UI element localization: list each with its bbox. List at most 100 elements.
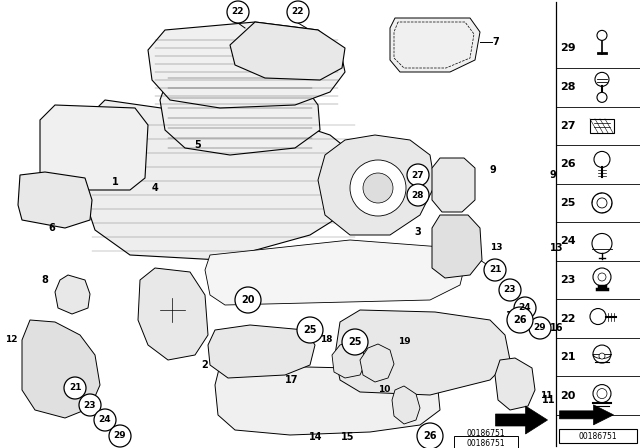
Circle shape	[363, 173, 393, 203]
Circle shape	[417, 423, 443, 448]
Circle shape	[592, 233, 612, 254]
Text: 8: 8	[41, 275, 48, 285]
Text: 23: 23	[561, 275, 576, 285]
Text: 25: 25	[561, 198, 576, 208]
Bar	[454, 436, 518, 448]
Circle shape	[287, 1, 309, 23]
Polygon shape	[318, 135, 435, 235]
Text: 6: 6	[49, 223, 56, 233]
Text: 20: 20	[241, 295, 255, 305]
Text: 14: 14	[309, 432, 323, 442]
Text: 26: 26	[423, 431, 436, 441]
Text: 21: 21	[561, 352, 576, 362]
Text: 20: 20	[561, 391, 576, 401]
Text: 28: 28	[412, 190, 424, 199]
Text: 00186751: 00186751	[466, 439, 505, 448]
Polygon shape	[205, 240, 465, 305]
Text: 1: 1	[111, 177, 118, 187]
Circle shape	[350, 160, 406, 216]
Text: 24: 24	[99, 415, 111, 425]
Text: 29: 29	[534, 323, 547, 332]
Text: 9: 9	[550, 170, 557, 180]
Text: 3: 3	[415, 227, 421, 237]
Polygon shape	[432, 215, 482, 278]
Polygon shape	[495, 358, 535, 410]
Text: 12: 12	[6, 336, 18, 345]
Bar	[590, 119, 614, 133]
Polygon shape	[138, 268, 208, 360]
Circle shape	[597, 30, 607, 40]
Text: 16: 16	[505, 310, 518, 319]
Text: 11: 11	[542, 395, 556, 405]
Text: 19: 19	[398, 337, 411, 346]
Polygon shape	[18, 172, 92, 228]
Circle shape	[529, 317, 551, 339]
Circle shape	[407, 184, 429, 206]
Text: 9: 9	[490, 165, 497, 175]
Text: 23: 23	[84, 401, 96, 409]
Text: 25: 25	[348, 337, 362, 347]
Polygon shape	[335, 310, 510, 395]
Polygon shape	[495, 406, 548, 434]
Circle shape	[484, 259, 506, 281]
Text: 29: 29	[114, 431, 126, 440]
Polygon shape	[432, 158, 475, 212]
Circle shape	[499, 279, 521, 301]
Polygon shape	[392, 386, 420, 424]
Text: 25: 25	[303, 325, 317, 335]
Circle shape	[297, 317, 323, 343]
Circle shape	[594, 151, 610, 168]
Text: 21: 21	[489, 266, 501, 275]
Polygon shape	[208, 325, 315, 378]
Circle shape	[593, 268, 611, 286]
Text: 11: 11	[540, 391, 552, 400]
Circle shape	[598, 273, 606, 281]
Text: 2: 2	[202, 360, 209, 370]
Text: 18: 18	[321, 336, 333, 345]
Circle shape	[109, 425, 131, 447]
Text: 22: 22	[292, 8, 304, 17]
Text: 5: 5	[195, 140, 202, 150]
Circle shape	[599, 353, 605, 359]
Circle shape	[595, 73, 609, 86]
Circle shape	[342, 329, 368, 355]
Circle shape	[64, 377, 86, 399]
Polygon shape	[22, 320, 100, 418]
Circle shape	[593, 384, 611, 403]
Polygon shape	[360, 344, 394, 382]
Polygon shape	[85, 100, 365, 260]
Circle shape	[590, 309, 606, 324]
Circle shape	[94, 409, 116, 431]
Polygon shape	[148, 22, 345, 108]
Polygon shape	[40, 105, 148, 190]
Text: 26: 26	[561, 159, 576, 169]
Bar	[559, 429, 637, 443]
Circle shape	[597, 388, 607, 399]
Text: 27: 27	[561, 121, 576, 131]
Circle shape	[593, 345, 611, 363]
Text: 22: 22	[232, 8, 244, 17]
Polygon shape	[332, 342, 366, 378]
Text: 26: 26	[513, 315, 527, 325]
Text: 13: 13	[550, 243, 563, 253]
Circle shape	[227, 1, 249, 23]
Circle shape	[235, 287, 261, 313]
Text: 13: 13	[490, 244, 502, 253]
Polygon shape	[559, 405, 614, 425]
Text: 29: 29	[561, 43, 576, 53]
Polygon shape	[390, 18, 480, 72]
Text: 28: 28	[561, 82, 576, 92]
Text: 10: 10	[378, 385, 390, 395]
Circle shape	[592, 193, 612, 213]
Circle shape	[407, 164, 429, 186]
Text: 00186751: 00186751	[579, 432, 617, 441]
Text: 4: 4	[152, 183, 158, 193]
Circle shape	[597, 92, 607, 102]
Polygon shape	[55, 275, 90, 314]
Circle shape	[514, 297, 536, 319]
Text: 22: 22	[561, 314, 576, 323]
Text: 00186751: 00186751	[466, 429, 505, 438]
Text: 17: 17	[285, 375, 299, 385]
Polygon shape	[160, 52, 320, 155]
Text: 23: 23	[504, 285, 516, 294]
